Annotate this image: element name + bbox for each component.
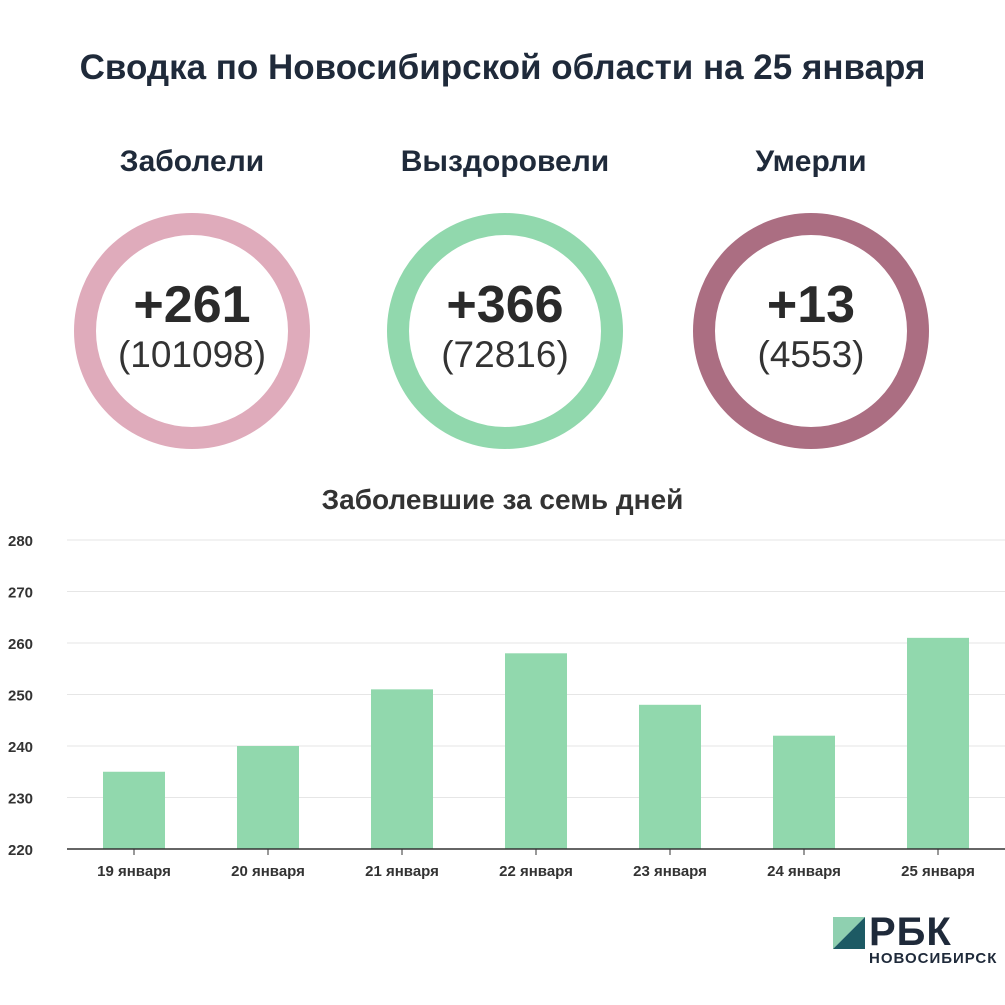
stat-infected-delta: +261 <box>133 276 251 334</box>
y-tick-label: 260 <box>8 636 33 653</box>
rbc-logo-name: РБК <box>869 910 952 954</box>
bar-chart: 220 230 240 250 260 270 280 19 января 20 января 2… <box>8 533 1005 880</box>
stat-recovered: Выздоровели +366 (72816) <box>355 145 655 449</box>
x-tick-label: 25 января <box>901 863 975 880</box>
y-tick-label: 220 <box>8 842 33 859</box>
x-tick-label: 20 января <box>231 863 305 880</box>
y-tick-label: 270 <box>8 585 33 602</box>
x-tick-label: 23 января <box>633 863 707 880</box>
bar <box>371 689 433 849</box>
stat-infected-total: (101098) <box>117 334 267 375</box>
stat-recovered-delta: +366 <box>446 276 564 334</box>
stat-recovered-label: Выздоровели <box>400 145 610 178</box>
x-tick-label: 19 января <box>97 863 171 880</box>
y-tick-label: 230 <box>8 791 33 808</box>
rbc-logo: РБК НОВОСИБИРСК <box>833 910 998 974</box>
stat-deaths-label: Умерли <box>755 145 867 178</box>
bar <box>907 637 969 849</box>
stat-infected-ring: +261 (101098) <box>74 213 310 449</box>
stat-deaths-ring: +13 (4553) <box>693 213 929 449</box>
bar <box>237 746 299 849</box>
rbc-logo-mark-icon <box>833 917 865 949</box>
y-tick-label: 280 <box>8 533 33 550</box>
bar <box>103 771 165 849</box>
chart-title: Заболевшие за семь дней <box>321 484 684 515</box>
bar <box>505 653 567 849</box>
bar <box>773 735 835 849</box>
stat-deaths-delta: +13 <box>766 276 856 334</box>
stat-recovered-ring: +366 (72816) <box>387 213 623 449</box>
x-tick-label: 24 января <box>767 863 841 880</box>
stat-deaths: Умерли +13 (4553) <box>661 145 961 449</box>
y-tick-label: 250 <box>8 688 33 705</box>
page-title: Сводка по Новосибирской области на 25 ян… <box>79 48 926 87</box>
y-tick-label: 240 <box>8 739 33 756</box>
stat-infected: Заболели +261 (101098) <box>42 145 342 449</box>
stat-deaths-total: (4553) <box>757 334 865 375</box>
bar <box>639 704 701 849</box>
stat-infected-label: Заболели <box>119 145 265 178</box>
x-tick-label: 21 января <box>365 863 439 880</box>
rbc-logo-city: НОВОСИБИРСК <box>869 950 998 967</box>
x-tick-label: 22 января <box>499 863 573 880</box>
stat-recovered-total: (72816) <box>441 334 569 375</box>
